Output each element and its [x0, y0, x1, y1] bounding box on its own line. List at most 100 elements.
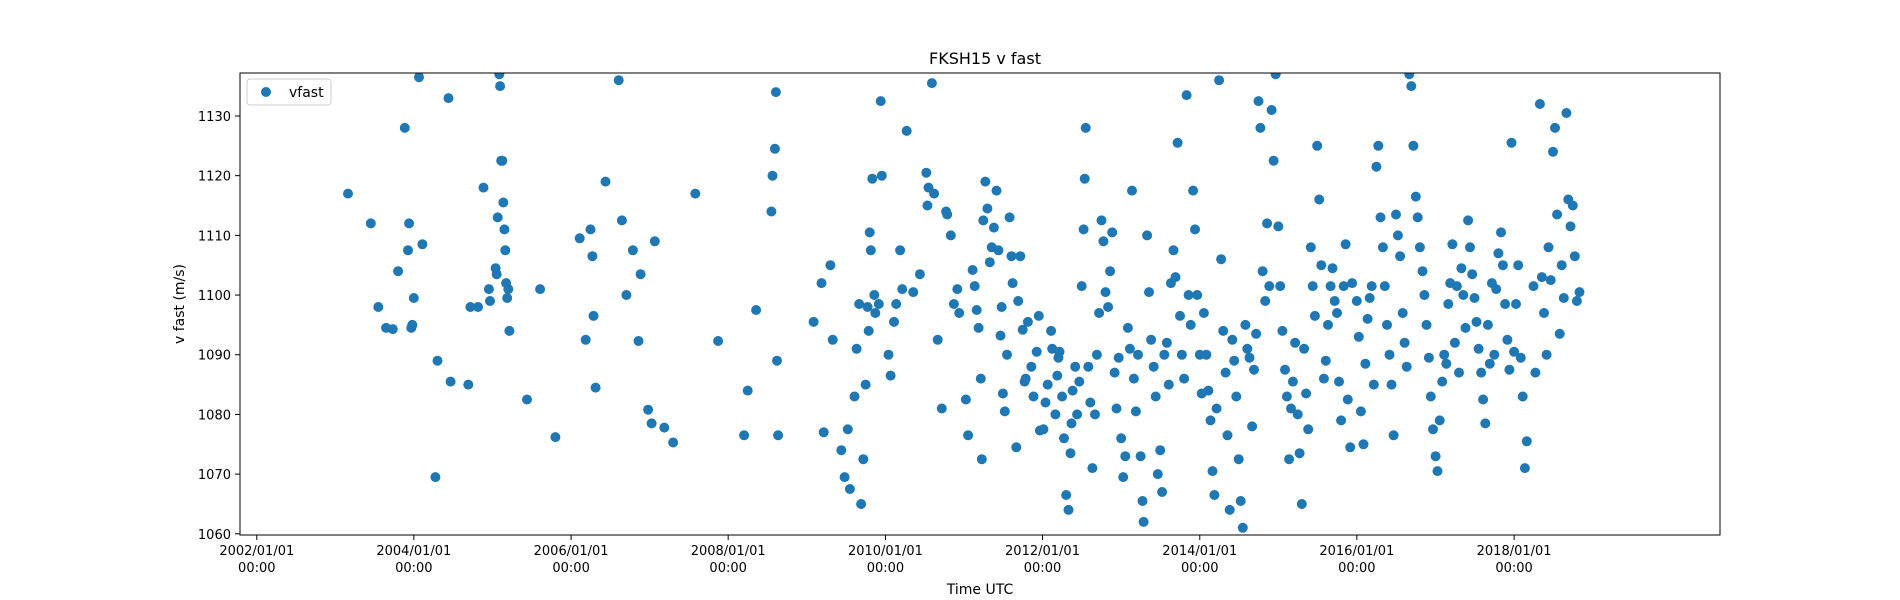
data-point [635, 269, 646, 280]
data-point [1430, 451, 1441, 462]
data-point [387, 324, 398, 335]
data-point [1521, 436, 1532, 447]
data-point [873, 299, 884, 309]
data-point [1054, 346, 1065, 357]
data-point [1098, 236, 1109, 247]
data-point [393, 266, 404, 277]
data-point [1401, 361, 1412, 372]
x-tick-label-time: 00:00 [395, 561, 432, 576]
data-point [901, 125, 912, 136]
data-point [1345, 442, 1356, 453]
data-point [1130, 406, 1141, 417]
data-point [1441, 358, 1452, 369]
data-point [503, 284, 514, 295]
data-point [1013, 296, 1024, 306]
data-point [1262, 218, 1273, 229]
data-point [921, 167, 932, 178]
data-point [1050, 409, 1061, 420]
data-point [856, 499, 867, 509]
data-point [1138, 516, 1149, 527]
data-point [1070, 361, 1081, 372]
data-point [1273, 221, 1284, 232]
data-point [432, 355, 443, 366]
data-point [500, 245, 511, 256]
data-point [588, 310, 599, 321]
x-tick-label: 2018/01/01 [1477, 544, 1552, 559]
data-point [408, 293, 419, 303]
data-point [1567, 200, 1578, 211]
data-point [1057, 391, 1068, 402]
data-point [1301, 388, 1312, 399]
data-point [1209, 490, 1220, 500]
data-point [770, 87, 781, 98]
data-point [1336, 415, 1347, 426]
data-point [1425, 391, 1436, 402]
data-point [1552, 209, 1563, 220]
data-point [1368, 379, 1379, 390]
data-point [991, 185, 1002, 196]
data-point [1168, 245, 1179, 256]
data-point [897, 284, 908, 295]
data-point [1473, 343, 1484, 354]
data-point [926, 78, 937, 89]
data-point [1116, 433, 1127, 444]
data-point [751, 305, 762, 315]
data-point [963, 430, 974, 441]
data-point [1377, 242, 1388, 253]
data-point [1397, 308, 1408, 318]
data-point [621, 290, 632, 300]
data-point [1437, 376, 1448, 387]
data-point [499, 224, 510, 235]
data-point [1571, 296, 1582, 306]
data-point [1558, 293, 1569, 303]
data-point [1128, 373, 1139, 384]
data-point [1175, 310, 1185, 321]
legend-box [246, 78, 332, 106]
data-point [445, 376, 456, 387]
data-point [1066, 418, 1077, 429]
data-point [1541, 349, 1552, 360]
data-point [942, 209, 953, 220]
data-point [430, 472, 441, 483]
data-point [1491, 284, 1502, 295]
data-point [1074, 376, 1085, 387]
data-point [980, 176, 991, 187]
data-point [773, 430, 784, 441]
data-point [1451, 281, 1462, 292]
data-point [922, 200, 933, 211]
data-point [895, 245, 906, 256]
legend-marker-vfast [261, 87, 271, 97]
data-point [1085, 397, 1096, 408]
data-point [863, 325, 874, 336]
data-point [473, 302, 483, 312]
data-point [1329, 296, 1340, 306]
data-point [1316, 260, 1327, 271]
data-point [1292, 409, 1303, 420]
data-point [936, 403, 947, 414]
x-tick-label: 2006/01/01 [534, 544, 609, 559]
data-point [1493, 248, 1504, 259]
data-point [1299, 343, 1310, 354]
data-point [1142, 230, 1153, 241]
data-point [1447, 239, 1458, 250]
data-point [1351, 296, 1362, 306]
data-point [1500, 299, 1511, 309]
data-point [585, 224, 596, 235]
data-point [999, 406, 1010, 417]
data-point [1358, 439, 1369, 450]
data-point [1028, 391, 1039, 402]
data-point [1207, 466, 1218, 477]
data-points [343, 73, 1585, 533]
data-point [1214, 75, 1225, 86]
data-point [870, 308, 881, 318]
data-point [969, 281, 980, 292]
data-point [1042, 379, 1053, 390]
data-point [495, 81, 506, 92]
data-point [1412, 212, 1423, 223]
data-point [1458, 290, 1469, 300]
data-point [772, 355, 782, 366]
data-point [463, 379, 474, 390]
data-point [1371, 161, 1382, 172]
data-point [1463, 215, 1474, 226]
